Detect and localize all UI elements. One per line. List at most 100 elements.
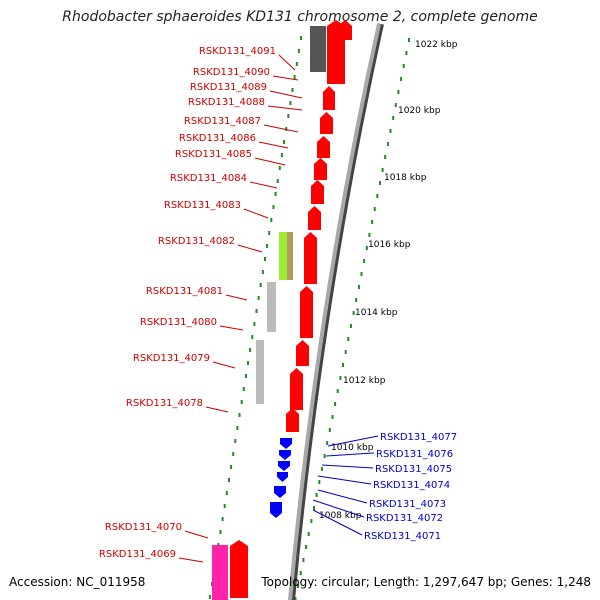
tick-mark xyxy=(225,491,228,495)
tick-mark xyxy=(352,311,355,315)
tick-mark xyxy=(334,402,337,406)
tick-mark xyxy=(253,322,256,326)
label-leader-line xyxy=(184,530,209,539)
gene-block xyxy=(287,232,293,280)
cds-arrow xyxy=(230,540,248,598)
tick-mark xyxy=(349,324,352,328)
cds-arrow xyxy=(323,86,335,110)
cds-arrow xyxy=(286,408,299,432)
tick-mark xyxy=(257,296,260,300)
label-leader-line xyxy=(325,452,375,457)
cds-arrow xyxy=(277,472,288,482)
gene-label[interactable]: RSKD131_4069 xyxy=(99,549,176,560)
cds-arrow xyxy=(280,438,292,449)
tick-mark xyxy=(368,233,371,237)
tick-mark xyxy=(326,441,329,445)
cds-arrow xyxy=(296,340,309,366)
tick-mark xyxy=(392,116,395,120)
tick-mark xyxy=(283,140,285,144)
tick-mark xyxy=(289,101,292,105)
gene-label[interactable]: RSKD131_4091 xyxy=(199,46,276,57)
scale-labels: 1022 kbp 1020 kbp 1018 kbp 1016 kbp 1014 kbp… xyxy=(319,40,458,521)
gene-block xyxy=(256,340,264,404)
forward-gene-labels: RSKD131_4091 RSKD131_4090 RSKD131_4089 RSKD… xyxy=(99,46,303,563)
gene-label[interactable]: RSKD131_4082 xyxy=(158,236,235,247)
gene-block xyxy=(279,232,287,280)
gene-label[interactable]: RSKD131_4087 xyxy=(184,116,261,127)
scale-label: 1020 kbp xyxy=(398,106,441,116)
gene-label[interactable]: RSKD131_4085 xyxy=(175,149,252,160)
gene-label[interactable]: RSKD131_4076 xyxy=(376,449,453,460)
label-leader-line xyxy=(278,54,296,71)
tick-mark xyxy=(230,465,233,469)
label-leader-line xyxy=(317,475,372,485)
cds-arrow xyxy=(300,286,313,338)
label-leader-line xyxy=(317,489,368,504)
gene-label[interactable]: RSKD131_4074 xyxy=(373,480,450,491)
tick-mark xyxy=(242,387,245,391)
label-leader-line xyxy=(312,499,365,518)
tick-mark xyxy=(274,192,277,196)
tick-mark xyxy=(259,283,262,287)
tick-mark xyxy=(208,595,211,599)
tick-mark xyxy=(302,558,305,562)
reverse-gene-labels: RSKD131_4077 RSKD131_4076 RSKD131_4075 RSKD… xyxy=(312,432,457,542)
gene-label[interactable]: RSKD131_4079 xyxy=(133,353,210,364)
tick-mark xyxy=(360,272,363,276)
gene-label[interactable]: RSKD131_4073 xyxy=(369,499,446,510)
cds-arrow xyxy=(279,450,291,460)
tick-mark xyxy=(268,231,271,235)
tick-mark xyxy=(357,285,360,289)
gene-label[interactable]: RSKD131_4075 xyxy=(375,464,452,475)
tick-mark xyxy=(331,415,334,419)
tick-mark xyxy=(363,259,366,263)
gene-label[interactable]: RSKD131_4078 xyxy=(126,398,203,409)
tick-mark xyxy=(336,389,339,393)
gene-label[interactable]: RSKD131_4080 xyxy=(140,317,217,328)
tick-mark xyxy=(347,337,350,341)
label-leader-line xyxy=(178,557,204,563)
tick-mark xyxy=(379,181,381,185)
tick-mark xyxy=(240,400,243,404)
gene-block xyxy=(310,26,326,72)
tick-mark xyxy=(381,168,384,172)
label-leader-line xyxy=(327,435,379,447)
gene-label[interactable]: RSKD131_4083 xyxy=(164,200,241,211)
scale-label: 1010 kbp xyxy=(331,443,374,453)
tick-mark xyxy=(297,584,300,588)
tick-mark xyxy=(315,493,318,497)
features xyxy=(212,20,352,600)
label-leader-line xyxy=(225,294,248,301)
tick-mark xyxy=(234,439,237,443)
scale-label: 1016 kbp xyxy=(368,240,411,250)
cds-arrow xyxy=(308,206,321,230)
tick-mark xyxy=(328,428,331,432)
gene-label[interactable]: RSKD131_4090 xyxy=(193,67,270,78)
tick-mark xyxy=(221,517,224,521)
gene-label[interactable]: RSKD131_4077 xyxy=(380,432,457,443)
gene-label[interactable]: RSKD131_4081 xyxy=(146,286,223,297)
tick-mark xyxy=(247,361,249,365)
gene-label[interactable]: RSKD131_4089 xyxy=(190,82,267,93)
tick-mark xyxy=(318,480,321,484)
label-leader-line xyxy=(312,509,363,536)
tick-mark xyxy=(270,218,273,222)
tick-mark xyxy=(294,597,297,600)
gene-label[interactable]: RSKD131_4088 xyxy=(188,97,265,108)
scale-label: 1018 kbp xyxy=(384,173,427,183)
gene-label[interactable]: RSKD131_4071 xyxy=(364,531,441,542)
tick-mark xyxy=(291,88,294,92)
tick-mark xyxy=(371,220,374,224)
tick-mark xyxy=(405,51,408,55)
gene-label[interactable]: RSKD131_4070 xyxy=(105,522,182,533)
label-leader-line xyxy=(237,244,263,253)
cds-arrow xyxy=(274,486,286,498)
gene-label[interactable]: RSKD131_4072 xyxy=(366,513,443,524)
tick-mark xyxy=(249,348,252,352)
tick-mark xyxy=(236,426,239,430)
label-leader-line xyxy=(267,105,303,111)
gene-label[interactable]: RSKD131_4084 xyxy=(170,173,247,184)
gene-label[interactable]: RSKD131_4086 xyxy=(179,133,256,144)
tick-mark xyxy=(323,454,326,458)
